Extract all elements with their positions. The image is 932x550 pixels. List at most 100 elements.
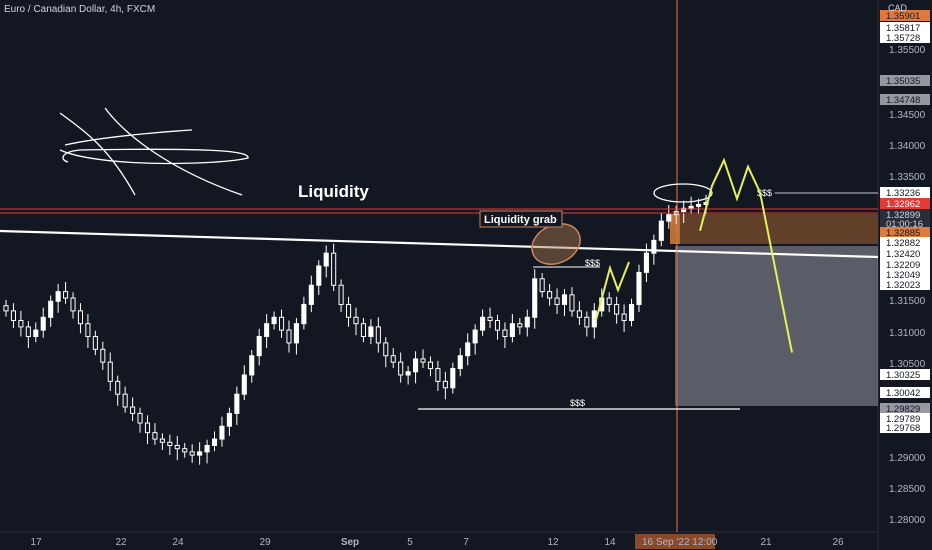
candle[interactable]	[666, 214, 672, 222]
candle[interactable]	[338, 284, 344, 305]
candle[interactable]	[643, 252, 649, 273]
candle[interactable]	[532, 278, 538, 318]
candle[interactable]	[308, 284, 314, 305]
candle[interactable]	[628, 303, 635, 321]
candle[interactable]	[241, 374, 247, 395]
highlight-zone[interactable]	[670, 214, 878, 244]
candle[interactable]	[48, 300, 54, 318]
liquidity-grab-box[interactable]	[479, 210, 563, 228]
candle[interactable]	[420, 358, 426, 363]
candle[interactable]	[524, 316, 530, 328]
candle[interactable]	[316, 265, 322, 286]
candle[interactable]	[256, 336, 262, 357]
candle[interactable]	[696, 203, 702, 207]
candle[interactable]	[651, 239, 657, 254]
candle[interactable]	[442, 380, 448, 389]
candle[interactable]	[264, 323, 270, 338]
candle[interactable]	[167, 441, 173, 446]
candle[interactable]	[107, 361, 113, 382]
candle[interactable]	[368, 326, 374, 338]
candle[interactable]	[293, 323, 299, 344]
price-axis[interactable]: 1.35500 1.34500 1.34000 1.33500 1.31500 1.310…	[880, 10, 930, 526]
candle[interactable]	[681, 207, 687, 213]
candle[interactable]	[204, 444, 210, 453]
candle[interactable]	[3, 305, 9, 312]
scribble-drawing[interactable]	[59, 107, 249, 196]
candle[interactable]	[25, 326, 31, 338]
candle[interactable]	[554, 297, 560, 305]
candle[interactable]	[502, 329, 508, 338]
trend-line[interactable]	[0, 229, 879, 259]
candle[interactable]	[40, 316, 46, 331]
candle[interactable]	[584, 316, 590, 328]
candle[interactable]	[226, 412, 232, 427]
candle[interactable]	[390, 355, 396, 363]
candle[interactable]	[472, 329, 478, 344]
candle[interactable]	[398, 361, 404, 376]
candle[interactable]	[427, 361, 434, 370]
candle[interactable]	[517, 323, 523, 328]
time-axis[interactable]: 17 22 24 29 Sep 5 7 12 14 21 26	[30, 537, 844, 548]
candle[interactable]	[189, 451, 195, 456]
candle[interactable]	[18, 319, 24, 328]
candle[interactable]	[63, 291, 69, 299]
candle[interactable]	[331, 252, 337, 286]
candle[interactable]	[159, 438, 165, 443]
candle[interactable]	[606, 297, 612, 305]
candle[interactable]	[152, 432, 158, 440]
candle[interactable]	[130, 406, 136, 414]
projection-small[interactable]	[595, 261, 630, 321]
candle[interactable]	[413, 358, 419, 373]
candle[interactable]	[569, 294, 575, 312]
candle[interactable]	[375, 326, 381, 344]
candle[interactable]	[182, 448, 188, 453]
candle[interactable]	[480, 316, 486, 331]
candle[interactable]	[33, 329, 39, 338]
candle[interactable]	[360, 323, 366, 338]
candle[interactable]	[435, 368, 441, 382]
candle[interactable]	[636, 271, 642, 305]
candle[interactable]	[144, 422, 151, 434]
candle[interactable]	[509, 323, 515, 338]
candle[interactable]	[346, 303, 352, 318]
candle[interactable]	[353, 316, 359, 325]
candle[interactable]	[85, 323, 91, 338]
candle[interactable]	[487, 316, 493, 321]
candle[interactable]	[621, 313, 627, 321]
candle[interactable]	[55, 291, 61, 302]
candle[interactable]	[383, 342, 389, 357]
candle[interactable]	[539, 278, 545, 293]
candle[interactable]	[10, 310, 16, 321]
candle[interactable]	[100, 348, 106, 363]
candle[interactable]	[561, 294, 568, 305]
candle[interactable]	[547, 291, 553, 299]
candle[interactable]	[219, 425, 225, 440]
peak-ellipse[interactable]	[653, 183, 713, 203]
candle[interactable]	[614, 303, 620, 315]
candle[interactable]	[301, 303, 307, 325]
candle[interactable]	[457, 355, 463, 370]
candle[interactable]	[174, 444, 180, 450]
candle[interactable]	[271, 316, 277, 325]
candle[interactable]	[576, 310, 582, 318]
candle[interactable]	[688, 205, 694, 209]
candle[interactable]	[92, 336, 98, 350]
candle[interactable]	[405, 371, 411, 376]
candle[interactable]	[278, 316, 285, 331]
candle[interactable]	[122, 393, 128, 408]
candle[interactable]	[323, 252, 329, 267]
candle[interactable]	[70, 297, 76, 312]
candle[interactable]	[658, 220, 664, 241]
candle[interactable]	[494, 319, 501, 331]
candle[interactable]	[450, 368, 456, 389]
candle[interactable]	[197, 451, 203, 456]
candle[interactable]	[249, 355, 255, 376]
candle[interactable]	[77, 310, 84, 325]
candle[interactable]	[286, 329, 292, 344]
candle[interactable]	[115, 380, 121, 395]
candle[interactable]	[211, 438, 218, 446]
candle[interactable]	[137, 412, 143, 424]
candle[interactable]	[234, 393, 240, 414]
candle[interactable]	[465, 342, 471, 357]
